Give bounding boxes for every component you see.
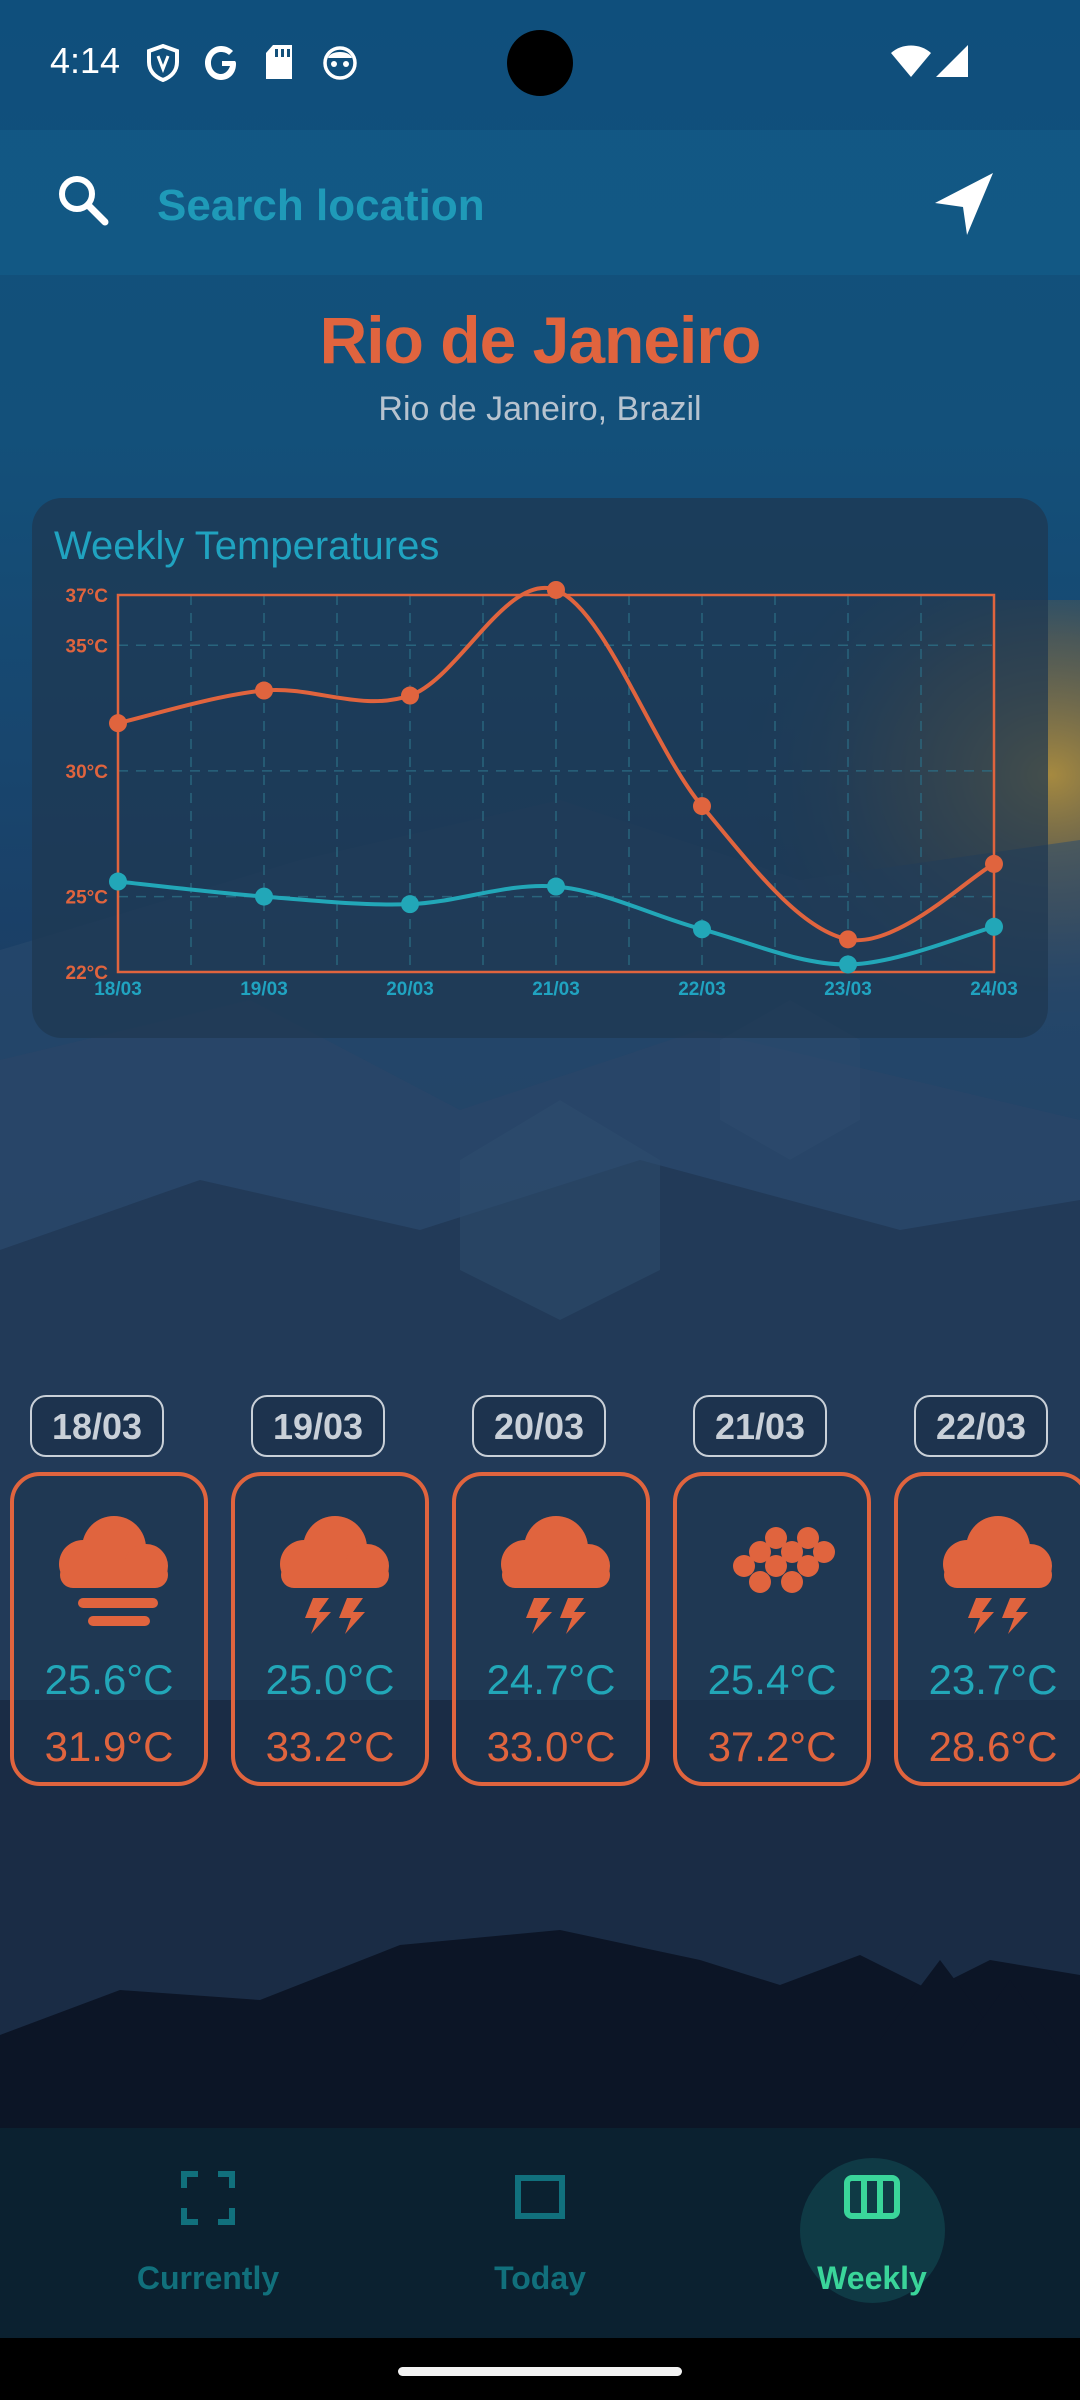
day-card-box: 23.7°C 28.6°C — [894, 1472, 1080, 1786]
data-point — [401, 895, 419, 914]
daily-forecast-list[interactable]: 18/03 25.6°C 31.9°C 19/03 — [0, 0, 1080, 1786]
data-point — [693, 920, 711, 939]
chart-title: Weekly Temperatures — [54, 524, 440, 568]
temp-max: 33.2°C — [265, 1723, 395, 1770]
data-point — [547, 580, 565, 599]
data-point — [109, 714, 127, 733]
y-tick-label: 30°C — [66, 762, 109, 783]
x-tick-label: 24/03 — [970, 979, 1018, 1000]
nav-label: Today — [494, 2260, 586, 2296]
square-icon — [515, 2175, 565, 2219]
y-tick-label: 22°C — [66, 963, 109, 984]
data-point — [839, 955, 857, 974]
weekly-chart-card: Weekly Temperatures 22°C 25°C 30°C 35°C 37°C… — [32, 498, 1048, 1038]
signal-icon — [936, 45, 968, 77]
data-point — [401, 686, 419, 705]
navigation-arrow-icon[interactable] — [925, 165, 1005, 245]
data-point — [839, 930, 857, 949]
x-tick-label: 20/03 — [386, 979, 434, 1000]
fullscreen-icon — [181, 2171, 235, 2225]
temp-min: 25.0°C — [265, 1656, 395, 1703]
nav-label: Currently — [136, 2260, 280, 2296]
x-tick-label: 23/03 — [824, 979, 872, 1000]
day-date: 20/03 — [472, 1395, 606, 1457]
nav-weekly[interactable]: Weekly — [722, 2128, 1022, 2338]
data-point — [693, 797, 711, 816]
temp-max: 31.9°C — [44, 1723, 174, 1770]
x-tick-label: 22/03 — [678, 979, 726, 1000]
y-tick-label: 25°C — [66, 888, 109, 909]
data-point — [109, 872, 127, 891]
day-date: 18/03 — [30, 1395, 164, 1457]
region-subtitle: Rio de Janeiro, Brazil — [378, 390, 702, 428]
gesture-bar — [0, 2338, 1080, 2400]
search-icon[interactable] — [55, 172, 111, 228]
data-point — [985, 917, 1003, 936]
wifi-icon — [891, 45, 931, 77]
x-tick-label: 19/03 — [240, 979, 288, 1000]
data-point — [547, 877, 565, 896]
nav-currently[interactable]: Currently — [58, 2128, 358, 2338]
temp-min: 25.6°C — [44, 1656, 174, 1703]
data-point — [255, 681, 273, 700]
y-tick-label: 37°C — [66, 586, 109, 607]
temp-min: 23.7°C — [928, 1656, 1058, 1703]
nav-label: Weekly — [817, 2260, 927, 2296]
day-date: 19/03 — [251, 1395, 385, 1457]
thunderstorm-icon — [943, 1516, 1052, 1634]
bot-icon — [323, 46, 357, 80]
nav-today[interactable]: Today — [390, 2128, 690, 2338]
day-date: 22/03 — [914, 1395, 1048, 1457]
day-date: 21/03 — [693, 1395, 827, 1457]
temp-min: 24.7°C — [486, 1656, 616, 1703]
day-card-box: 24.7°C 33.0°C — [452, 1472, 650, 1786]
home-indicator[interactable] — [398, 2367, 682, 2376]
columns-icon — [844, 2175, 900, 2219]
bottom-navigation: Currently Today Weekly — [0, 2128, 1080, 2338]
temperature-line-chart: 22°C 25°C 30°C 35°C 37°C 18/03 19/03 20/03 21/03… — [66, 580, 1018, 1000]
day-card-box: 25.6°C 31.9°C — [10, 1472, 208, 1786]
shield-icon — [147, 44, 179, 82]
camera-cutout — [507, 30, 573, 96]
active-indicator — [800, 2158, 945, 2303]
y-tick-label: 35°C — [66, 636, 109, 657]
temp-max: 37.2°C — [707, 1723, 837, 1770]
day-card-box: 25.0°C 33.2°C — [231, 1472, 429, 1786]
fog-icon — [59, 1516, 168, 1626]
x-tick-label: 21/03 — [532, 979, 580, 1000]
status-time: 4:14 — [50, 40, 121, 81]
temp-max: 33.0°C — [486, 1723, 616, 1770]
data-point — [985, 854, 1003, 873]
temp-max: 28.6°C — [928, 1723, 1058, 1770]
search-input[interactable] — [155, 170, 879, 242]
google-icon — [205, 46, 236, 80]
sun-dots-icon — [733, 1527, 835, 1593]
status-bar: 4:14 — [0, 0, 1080, 130]
data-point — [255, 887, 273, 906]
thunderstorm-icon — [280, 1516, 389, 1634]
temp-min: 25.4°C — [707, 1656, 837, 1703]
x-tick-label: 18/03 — [94, 979, 142, 1000]
search-bar — [0, 130, 1080, 275]
city-title: Rio de Janeiro — [319, 303, 762, 377]
sd-card-icon — [266, 45, 292, 79]
thunderstorm-icon — [501, 1516, 610, 1634]
day-card-box: 25.4°C 37.2°C — [673, 1472, 871, 1786]
